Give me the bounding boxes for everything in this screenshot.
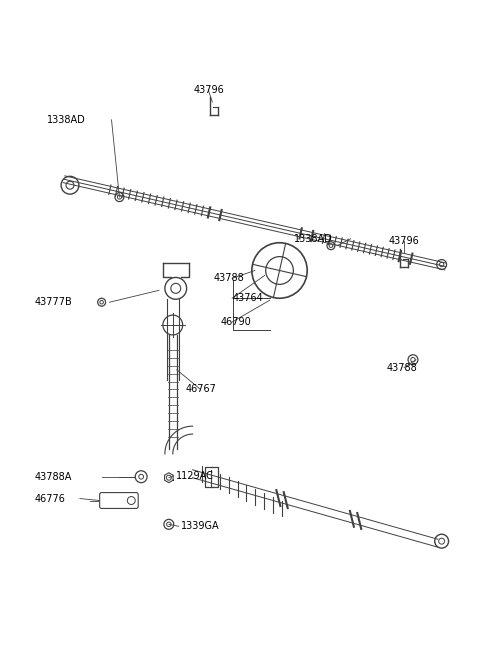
Text: 43788: 43788 (386, 363, 417, 373)
Text: 43764: 43764 (232, 293, 263, 303)
Text: 1338AD: 1338AD (47, 115, 86, 124)
Text: 1339GA: 1339GA (180, 521, 219, 531)
Text: 43777B: 43777B (35, 297, 72, 307)
Text: 1129AC: 1129AC (176, 471, 214, 481)
Text: 1338AD: 1338AD (294, 234, 333, 244)
Text: 46767: 46767 (186, 384, 216, 394)
Text: 43796: 43796 (388, 236, 419, 246)
Text: 43788A: 43788A (35, 472, 72, 481)
FancyBboxPatch shape (100, 493, 138, 508)
Text: 43796: 43796 (193, 85, 224, 95)
Text: 43788: 43788 (213, 273, 244, 284)
Text: 46790: 46790 (220, 317, 251, 327)
Text: 46776: 46776 (35, 493, 65, 504)
